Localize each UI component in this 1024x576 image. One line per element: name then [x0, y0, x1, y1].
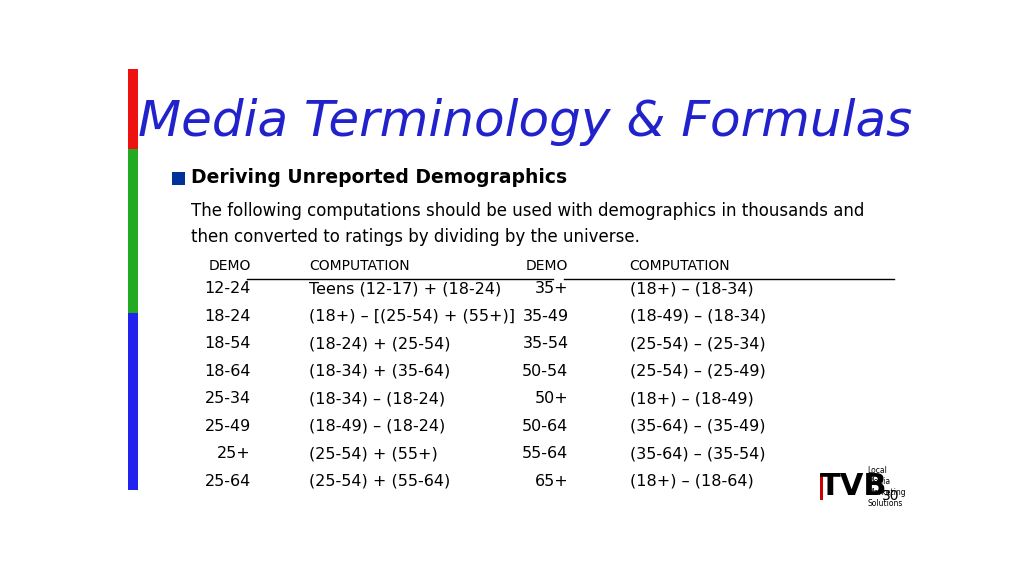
- Text: Media Terminology & Formulas: Media Terminology & Formulas: [138, 98, 911, 146]
- Text: 50+: 50+: [535, 391, 568, 406]
- Text: (25-54) – (25-49): (25-54) – (25-49): [630, 363, 765, 378]
- Text: (18-49) – (18-34): (18-49) – (18-34): [630, 309, 766, 324]
- Text: (18-34) – (18-24): (18-34) – (18-24): [309, 391, 445, 406]
- Text: Teens (12-17) + (18-24): Teens (12-17) + (18-24): [309, 281, 501, 296]
- Bar: [128, 313, 138, 491]
- Text: (25-54) – (25-34): (25-54) – (25-34): [630, 336, 765, 351]
- Bar: [172, 172, 185, 185]
- Text: 18-54: 18-54: [205, 336, 251, 351]
- Text: 12-24: 12-24: [205, 281, 251, 296]
- Text: 30: 30: [882, 489, 899, 503]
- Text: (35-64) – (35-49): (35-64) – (35-49): [630, 419, 765, 434]
- Text: Deriving Unreported Demographics: Deriving Unreported Demographics: [191, 168, 567, 187]
- Bar: [128, 149, 138, 313]
- Text: COMPUTATION: COMPUTATION: [630, 259, 730, 274]
- Text: 50-54: 50-54: [522, 363, 568, 378]
- Text: (18+) – (18-64): (18+) – (18-64): [630, 473, 754, 488]
- Text: 25-34: 25-34: [205, 391, 251, 406]
- Text: The following computations should be used with demographics in thousands and
the: The following computations should be use…: [191, 202, 865, 246]
- Text: 35+: 35+: [535, 281, 568, 296]
- Text: (35-64) – (35-54): (35-64) – (35-54): [630, 446, 765, 461]
- Text: 25+: 25+: [217, 446, 251, 461]
- Text: 50-64: 50-64: [522, 419, 568, 434]
- Text: 35-49: 35-49: [522, 309, 568, 324]
- Text: (18+) – (18-34): (18+) – (18-34): [630, 281, 754, 296]
- Text: (18-49) – (18-24): (18-49) – (18-24): [309, 419, 445, 434]
- Text: COMPUTATION: COMPUTATION: [309, 259, 410, 274]
- Text: (18+) – [(25-54) + (55+)]: (18+) – [(25-54) + (55+)]: [309, 309, 515, 324]
- Text: TVB: TVB: [820, 472, 888, 502]
- Text: 25-64: 25-64: [205, 473, 251, 488]
- Text: (25-54) + (55+): (25-54) + (55+): [309, 446, 437, 461]
- Text: DEMO: DEMO: [209, 259, 251, 274]
- Text: 65+: 65+: [535, 473, 568, 488]
- Text: Local
Media
Marketing
Solutions: Local Media Marketing Solutions: [867, 466, 906, 508]
- Text: (25-54) + (55-64): (25-54) + (55-64): [309, 473, 451, 488]
- Text: (18+) – (18-49): (18+) – (18-49): [630, 391, 754, 406]
- Text: 18-64: 18-64: [205, 363, 251, 378]
- Text: 18-24: 18-24: [205, 309, 251, 324]
- Bar: [820, 473, 823, 500]
- Text: DEMO: DEMO: [526, 259, 568, 274]
- Text: (18-34) + (35-64): (18-34) + (35-64): [309, 363, 451, 378]
- Text: 35-54: 35-54: [522, 336, 568, 351]
- Text: 25-49: 25-49: [205, 419, 251, 434]
- Text: (18-24) + (25-54): (18-24) + (25-54): [309, 336, 451, 351]
- Text: 55-64: 55-64: [522, 446, 568, 461]
- Bar: [128, 69, 138, 149]
